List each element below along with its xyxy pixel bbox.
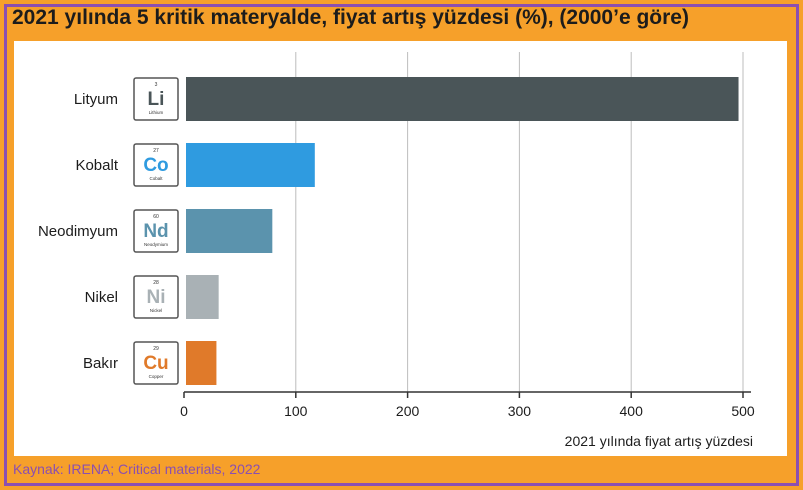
element-name-co: Cobalt — [149, 176, 163, 181]
category-label-bakır: Bakır — [83, 355, 118, 372]
element-number-co: 27 — [153, 148, 159, 154]
x-axis-title: 2021 yılında fiyat artış yüzdesi — [565, 433, 753, 449]
category-label-nikel: Nikel — [85, 289, 118, 306]
element-tile-ni — [133, 275, 179, 319]
element-symbol-ni: Ni — [147, 287, 166, 308]
element-symbol-li: Li — [148, 89, 165, 110]
element-symbol-cu: Cu — [143, 353, 168, 374]
element-symbol-nd: Nd — [143, 221, 168, 242]
element-name-nd: Neodymium — [144, 242, 168, 247]
category-label-kobalt: Kobalt — [75, 157, 118, 174]
x-tick-label-500: 500 — [731, 403, 755, 419]
bar-neodimyum — [186, 209, 273, 253]
source-note: Kaynak: IRENA; Critical materials, 2022 — [13, 461, 261, 477]
element-number-cu: 29 — [153, 346, 159, 352]
x-tick-label-100: 100 — [284, 403, 308, 419]
element-name-li: Lithium — [149, 110, 164, 115]
element-tile-nd — [133, 209, 179, 253]
bar-nikel — [186, 275, 219, 319]
element-tile-co — [133, 143, 179, 187]
chart-title: 2021 yılında 5 kritik materyalde, fiyat … — [12, 6, 689, 29]
x-tick-label-400: 400 — [620, 403, 644, 419]
x-tick-label-0: 0 — [180, 403, 188, 419]
bar-kobalt — [186, 143, 315, 187]
bar-bakır — [186, 341, 217, 385]
category-label-lityum: Lityum — [74, 91, 118, 108]
element-number-li: 3 — [155, 82, 158, 88]
element-name-cu: Copper — [149, 374, 164, 379]
category-label-neodimyum: Neodimyum — [38, 223, 118, 240]
x-tick-label-300: 300 — [508, 403, 532, 419]
element-tile-li — [133, 77, 179, 121]
element-number-ni: 28 — [153, 280, 159, 286]
element-number-nd: 60 — [153, 214, 159, 220]
x-tick-label-200: 200 — [396, 403, 420, 419]
element-tile-cu — [133, 341, 179, 385]
element-name-ni: Nickel — [150, 308, 162, 313]
bar-lityum — [186, 77, 739, 121]
element-symbol-co: Co — [143, 155, 168, 176]
